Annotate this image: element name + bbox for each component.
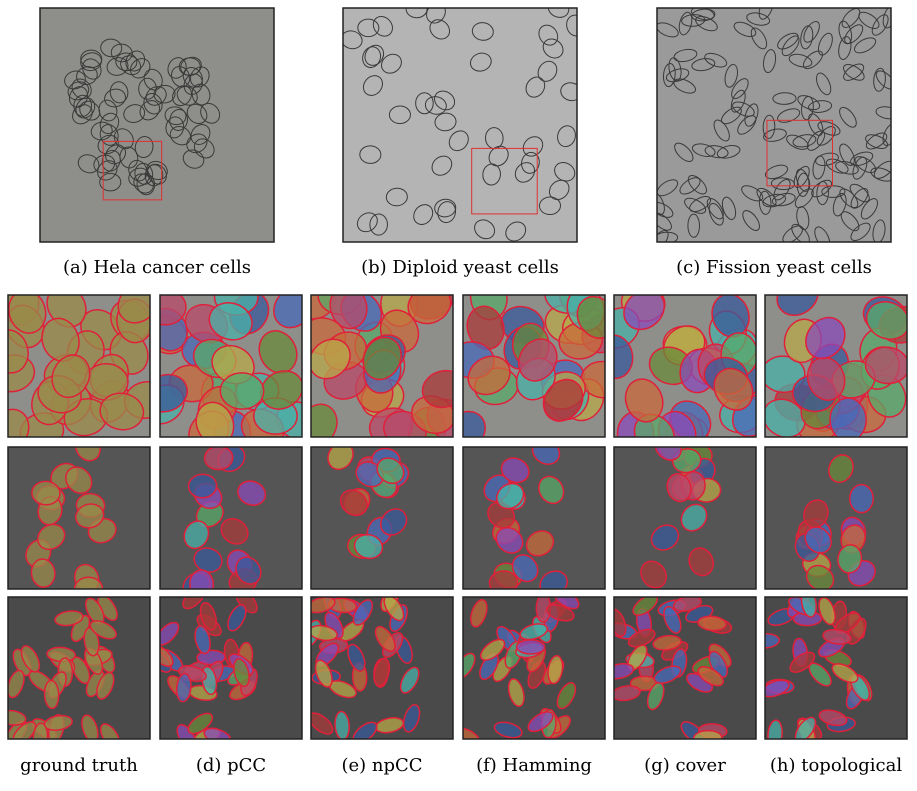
- image-panel: [290, 275, 475, 455]
- image-panel: [591, 281, 780, 463]
- cell: [850, 485, 874, 513]
- cell: [517, 640, 545, 654]
- image-panel: [647, 0, 899, 253]
- panel-caption: (a) Hela cancer cells: [63, 257, 251, 278]
- column-caption: ground truth: [20, 755, 138, 776]
- image-panel: [765, 447, 907, 595]
- cell: [44, 680, 59, 709]
- image-panel: [0, 275, 171, 458]
- image-panel: [0, 592, 150, 752]
- figure: (a) Hela cancer cells (b) Diploid yeast …: [0, 0, 917, 787]
- image-background: [40, 8, 274, 242]
- image-panel: [339, 0, 587, 245]
- column-caption: (f) Hamming: [476, 755, 592, 776]
- panel-caption: (c) Fission yeast cells: [676, 257, 872, 278]
- panel-caption: (b) Diploid yeast cells: [361, 257, 559, 278]
- column-caption: (e) npCC: [341, 755, 422, 776]
- image-panel: [463, 434, 605, 600]
- cell: [830, 398, 867, 442]
- column-caption: (g) cover: [644, 755, 726, 776]
- image-panel: [160, 441, 302, 603]
- image-panel: [145, 583, 302, 753]
- cell: [31, 481, 60, 506]
- image-panel: [8, 429, 150, 601]
- cell: [694, 730, 722, 745]
- cell: [489, 570, 518, 595]
- image-background: [343, 8, 577, 242]
- column-caption: (d) pCC: [196, 755, 266, 776]
- image-panel: [751, 588, 907, 749]
- image-panel: [604, 591, 756, 747]
- cell: [220, 372, 264, 409]
- image-panel: [299, 583, 453, 747]
- column-caption: (h) topological: [770, 755, 902, 776]
- image-panel: [135, 279, 325, 460]
- image-panel: [311, 438, 453, 589]
- image-panel: [40, 8, 274, 242]
- image-panel: [614, 429, 756, 593]
- image-panel: [437, 269, 631, 459]
- image-panel: [451, 585, 605, 751]
